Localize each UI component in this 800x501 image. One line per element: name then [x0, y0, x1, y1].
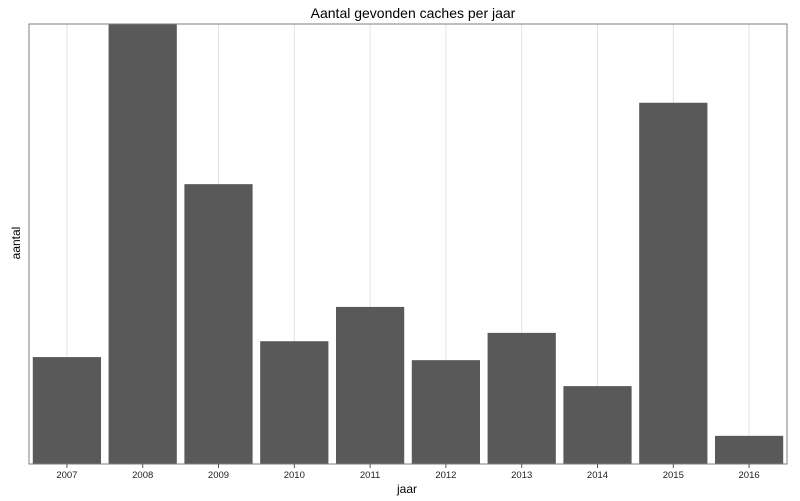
bar-2016	[714, 435, 784, 464]
bar-2015	[639, 102, 708, 464]
y-axis-label: aantal	[9, 227, 23, 260]
plot-panel-border	[28, 23, 788, 465]
x-tick-label: 2010	[284, 470, 305, 481]
x-tick-label: 2015	[663, 470, 684, 481]
bar-2009	[184, 184, 253, 464]
bar-2013	[487, 332, 556, 464]
bar-2008	[108, 24, 177, 464]
x-tick-label: 2007	[56, 470, 77, 481]
x-tick-label: 2014	[587, 470, 608, 481]
x-axis-ticks: 2007 2008 2009 2010 2011 2012 2013 2014 2015 2016	[56, 464, 760, 481]
bar-2012	[411, 360, 481, 464]
bars	[32, 24, 784, 464]
x-tick-label: 2008	[132, 470, 153, 481]
bar-2010	[260, 341, 329, 464]
bar-2011	[335, 306, 405, 464]
bar-2014	[563, 386, 632, 464]
x-tick-label: 2011	[360, 470, 380, 481]
x-tick-label: 2009	[208, 470, 229, 481]
x-tick-label: 2013	[511, 470, 532, 481]
bar-2007	[32, 357, 102, 464]
x-tick-label: 2016	[739, 470, 760, 481]
chart-title: Aantal gevonden caches per jaar	[311, 5, 516, 21]
x-axis-label: jaar	[396, 482, 417, 496]
x-tick-label: 2012	[435, 470, 456, 481]
